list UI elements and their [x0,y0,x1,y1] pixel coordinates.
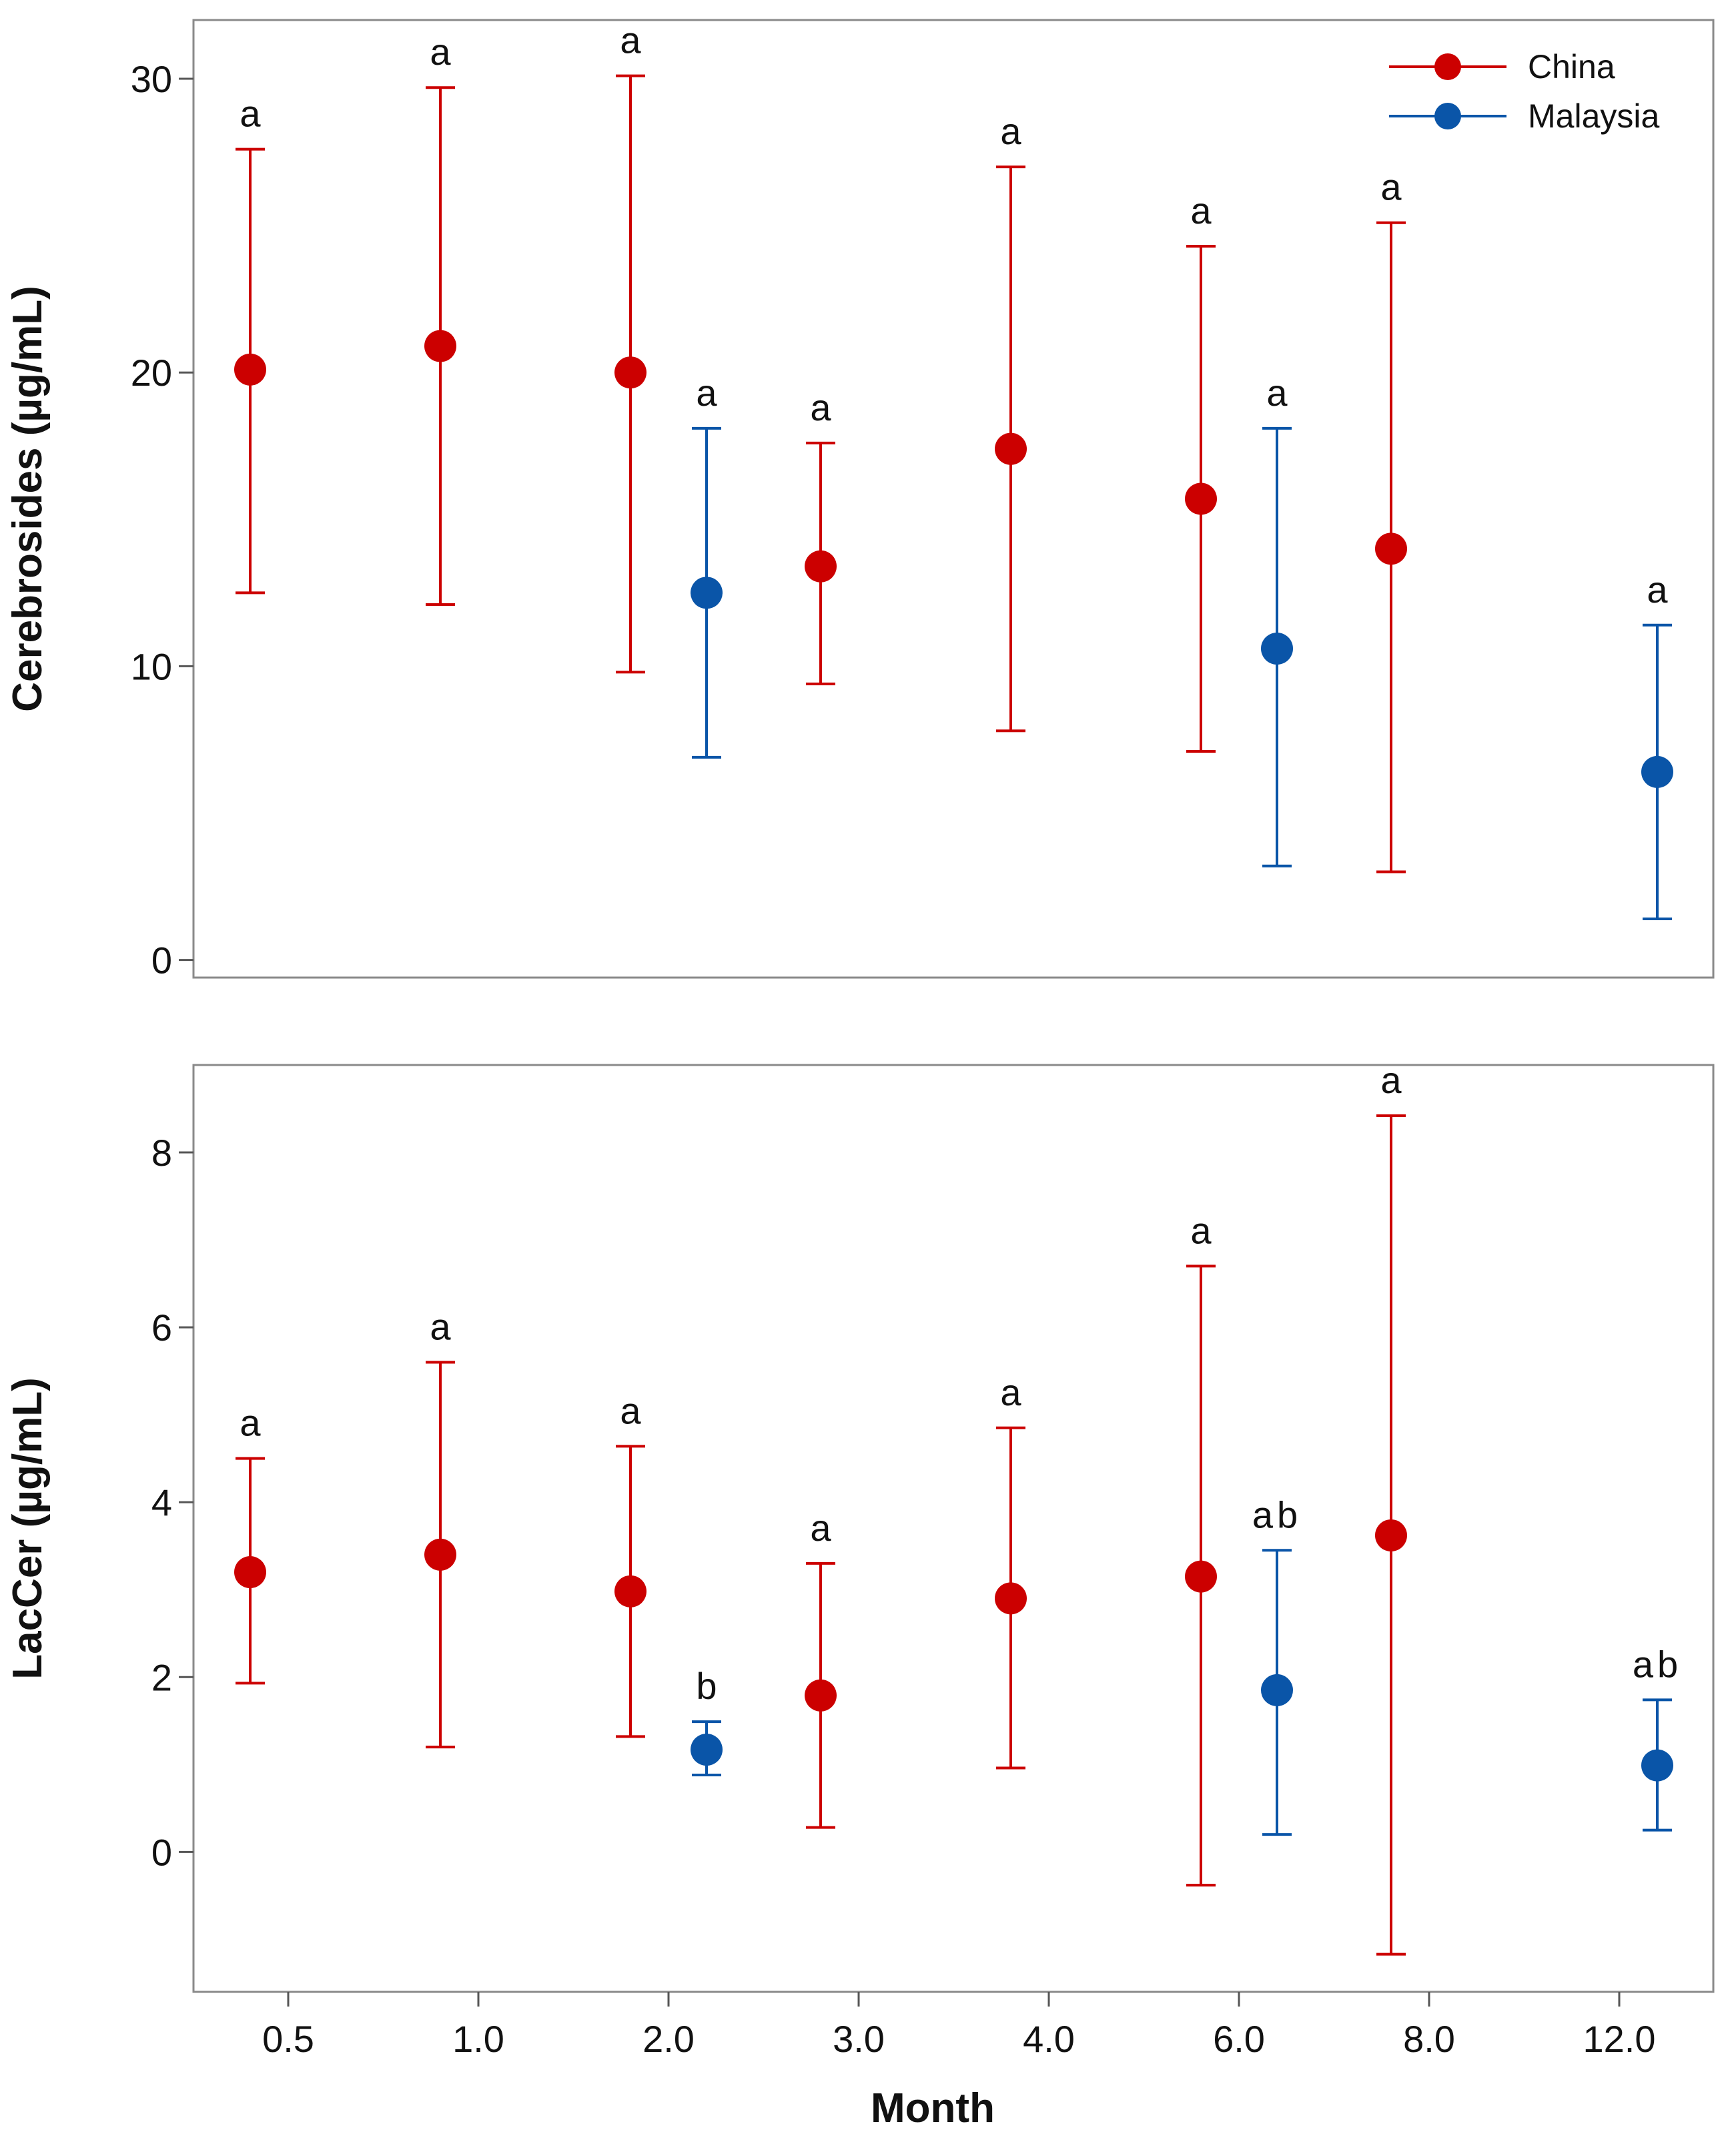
mean-point [1641,755,1673,788]
mean-point [1261,632,1293,665]
significance-letter: a [620,1389,641,1431]
significance-letter: a [810,386,831,428]
mean-point [691,1734,723,1766]
y-tick-label: 10 [131,645,172,687]
mean-point [805,1679,837,1712]
significance-letter: a [430,1306,451,1348]
significance-letter: a [1190,190,1212,232]
x-tick-label: 2.0 [642,2018,695,2060]
x-tick-label: 3.0 [833,2018,885,2060]
cerebrosides-panel: 0 10 20 30 Cerebrosides (µg/mL) a a a a a a a a a a [5,19,1715,982]
plot-frame [192,19,1715,979]
significance-letter: a [1190,1209,1212,1251]
x-tick-label: 8.0 [1403,2018,1455,2060]
significance-letter: a [1000,1371,1021,1413]
y-tick-label: 4 [151,1481,172,1523]
significance-letter: a [1000,110,1021,152]
mean-point [1261,1674,1293,1706]
series-china: a a a a a a a [234,19,1407,873]
mean-point [1185,1560,1217,1593]
y-tick-label: 30 [131,58,172,100]
x-tick-label: 6.0 [1213,2018,1265,2060]
significance-letter: a [430,31,451,73]
significance-letter: a [810,1507,831,1549]
significance-letter: a [240,1402,261,1444]
legend-entry-malaysia: Malaysia [1389,97,1659,135]
series-china: a a a a a a a [234,1059,1407,1956]
significance-letter: ab [1252,1493,1302,1535]
mean-point [1375,1519,1407,1551]
mean-point [614,1575,646,1608]
legend: China Malaysia [1389,48,1659,135]
mean-point [424,1538,456,1571]
significance-letter: a [1380,166,1402,208]
significance-letter: a [240,93,261,135]
series-malaysia: a a a [691,372,1673,920]
significance-letter: a [1380,1059,1402,1101]
x-tick-label: 4.0 [1023,2018,1075,2060]
significance-letter: a [1266,372,1288,414]
mean-point [1641,1749,1673,1782]
cerebrosides-y-axis-title: Cerebrosides (µg/mL) [5,286,51,712]
y-tick-label: 0 [151,1831,172,1873]
plot-frame [192,1064,1715,1993]
x-axis: 0.5 1.0 2.0 3.0 4.0 6.0 8.0 12.0 [262,1992,1656,2060]
mean-point [1185,482,1217,515]
significance-letter: ab [1633,1643,1682,1685]
mean-point [614,356,646,389]
mean-point [995,432,1027,465]
legend-label: Malaysia [1528,97,1659,135]
legend-entry-china: China [1389,48,1615,85]
y-tick-label: 0 [151,940,172,982]
mean-point [995,1582,1027,1615]
x-axis-title: Month [871,2085,995,2131]
mean-point [424,330,456,362]
legend-marker [1434,53,1461,80]
mean-point [234,1556,266,1589]
y-tick-label: 8 [151,1132,172,1174]
y-tick-label: 6 [151,1307,172,1349]
significance-letter: a [620,19,641,61]
legend-label: China [1528,48,1615,85]
x-tick-label: 1.0 [452,2018,504,2060]
mean-point [234,353,266,386]
laccer-y-axis-title: LacCer (µg/mL) [5,1377,51,1680]
mean-point [805,550,837,583]
series-malaysia: b ab ab [691,1493,1682,1836]
significance-letter: a [1647,569,1668,611]
y-tick-label: 20 [131,352,172,394]
mean-point [1375,532,1407,565]
y-tick-label: 2 [151,1656,172,1698]
significance-letter: b [696,1665,717,1707]
mean-point [691,577,723,609]
significance-letter: a [696,372,717,414]
legend-marker [1434,103,1461,129]
x-tick-label: 12.0 [1583,2018,1656,2060]
x-tick-label: 0.5 [262,2018,314,2060]
